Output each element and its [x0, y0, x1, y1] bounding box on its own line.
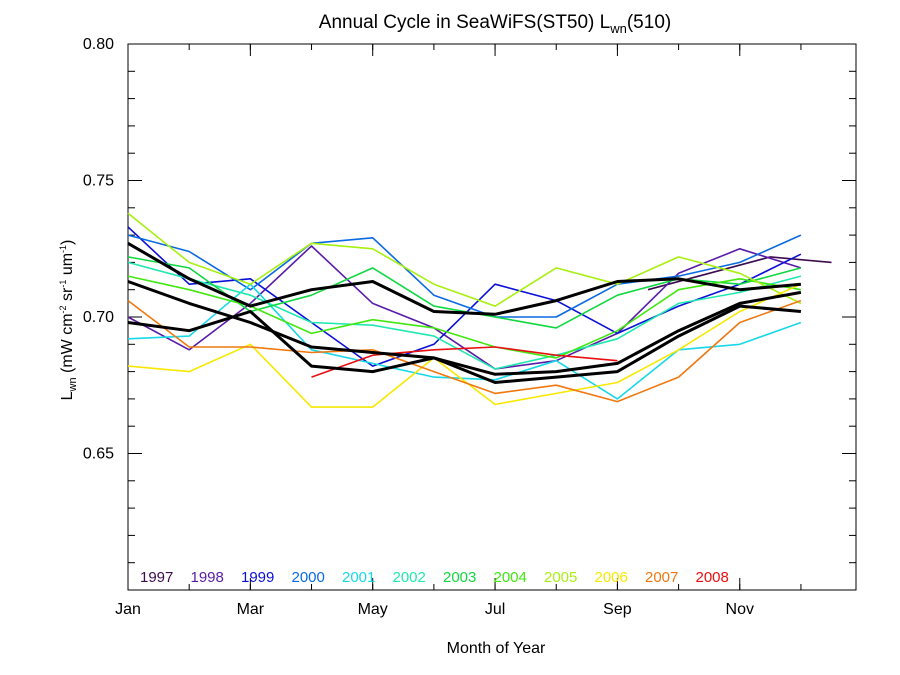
legend-item-1999: 1999 [241, 569, 274, 586]
y-axis-label: Lwn (mW cm-2 sr-1 um-1) [58, 240, 79, 401]
x-axis-label: Month of Year [447, 640, 546, 657]
y-tick-label: 0.70 [83, 309, 114, 326]
legend-item-2003: 2003 [443, 569, 476, 586]
series-line-1997 [647, 256, 832, 291]
x-tick-label: Jan [115, 601, 141, 618]
legend-item-2008: 2008 [696, 569, 729, 586]
x-tick-label: May [358, 601, 388, 618]
legend-item-2004: 2004 [494, 569, 527, 586]
x-tick-label: Nov [726, 601, 754, 618]
legend-item-2005: 2005 [544, 569, 577, 586]
series-line-2002 [127, 261, 802, 370]
series-line-2008 [311, 346, 618, 378]
legend-item-2002: 2002 [393, 569, 426, 586]
legend-item-1997: 1997 [140, 569, 173, 586]
series-line-2004 [127, 275, 802, 359]
legend-item-1998: 1998 [191, 569, 224, 586]
series-line-2005 [127, 212, 802, 307]
legend-item-2000: 2000 [292, 569, 325, 586]
series-line-2006 [127, 283, 802, 408]
legend-item-2007: 2007 [645, 569, 678, 586]
mean-series-line [127, 304, 802, 384]
legend-item-2006: 2006 [595, 569, 628, 586]
mean-series-line [127, 280, 802, 376]
series-line-2007 [127, 299, 802, 403]
legend-item-2001: 2001 [342, 569, 375, 586]
y-tick-label: 0.75 [83, 173, 114, 190]
x-tick-label: Sep [603, 601, 632, 618]
x-tick-label: Jul [485, 601, 505, 618]
mean-series-line [127, 242, 802, 316]
series-line-2000 [127, 234, 802, 318]
y-tick-label: 0.65 [83, 446, 114, 463]
chart-title: Annual Cycle in SeaWiFS(ST50) Lwn(510) [319, 12, 671, 36]
y-tick-label: 0.80 [83, 36, 114, 53]
x-tick-label: Mar [237, 601, 265, 618]
